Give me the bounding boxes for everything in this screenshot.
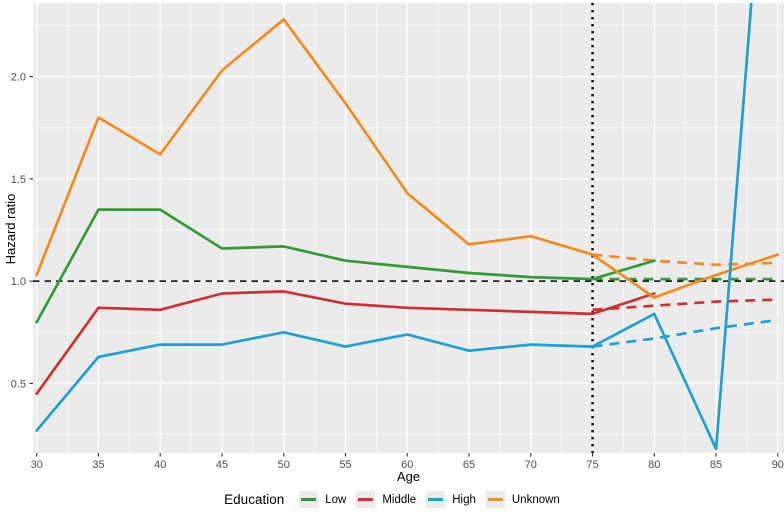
x-tick-label: 75 xyxy=(586,459,598,471)
x-tick-label: 55 xyxy=(339,459,351,471)
x-tick-label: 35 xyxy=(92,459,104,471)
legend-item-high: High xyxy=(426,491,476,508)
x-tick-label: 80 xyxy=(648,459,660,471)
legend-item-low: Low xyxy=(299,491,346,508)
legend-key-middle-icon xyxy=(356,491,376,508)
x-tick-label: 85 xyxy=(710,459,722,471)
series-unknown-solid xyxy=(35,18,780,299)
x-tick-label: 90 xyxy=(772,459,784,471)
line-swatch-icon xyxy=(428,498,444,501)
x-tick-label: 70 xyxy=(525,459,537,471)
x-tick-label: 65 xyxy=(463,459,475,471)
series-low-solid xyxy=(35,208,656,324)
x-tick-label: 40 xyxy=(154,459,166,471)
line-swatch-icon xyxy=(358,498,374,501)
legend-item-middle: Middle xyxy=(356,491,416,508)
line-swatch-icon xyxy=(487,498,503,501)
series-middle-dashed xyxy=(592,298,778,312)
plot-panel xyxy=(33,3,784,453)
legend-title: Education xyxy=(224,492,285,507)
series-layer xyxy=(35,3,780,451)
y-tick-label: 1.5 xyxy=(11,174,26,186)
legend-label-low: Low xyxy=(325,493,347,506)
legend-label-unknown: Unknown xyxy=(511,493,560,506)
x-axis-title: Age xyxy=(396,469,421,484)
legend-label-high: High xyxy=(452,493,476,506)
x-tick-label: 45 xyxy=(216,459,228,471)
legend-label-middle: Middle xyxy=(382,493,417,506)
y-tick-label: 0.5 xyxy=(11,378,26,390)
series-middle-solid xyxy=(35,290,656,396)
line-swatch-icon xyxy=(301,498,317,501)
series-high-dashed xyxy=(592,318,778,348)
series-high-solid xyxy=(35,3,753,451)
legend-key-unknown-icon xyxy=(485,491,505,508)
x-tick-label: 50 xyxy=(278,459,290,471)
x-tick-label: 30 xyxy=(31,459,43,471)
y-tick-label: 1.0 xyxy=(11,276,26,288)
y-tick-label: 2.0 xyxy=(11,72,26,84)
legend-key-low-icon xyxy=(299,491,319,508)
y-axis-title: Hazard ratio xyxy=(3,193,18,265)
x-tick-label: 60 xyxy=(401,459,413,471)
legend: Education Low Middle High Unknown xyxy=(0,491,784,508)
legend-key-high-icon xyxy=(426,491,446,508)
legend-item-unknown: Unknown xyxy=(485,491,560,508)
